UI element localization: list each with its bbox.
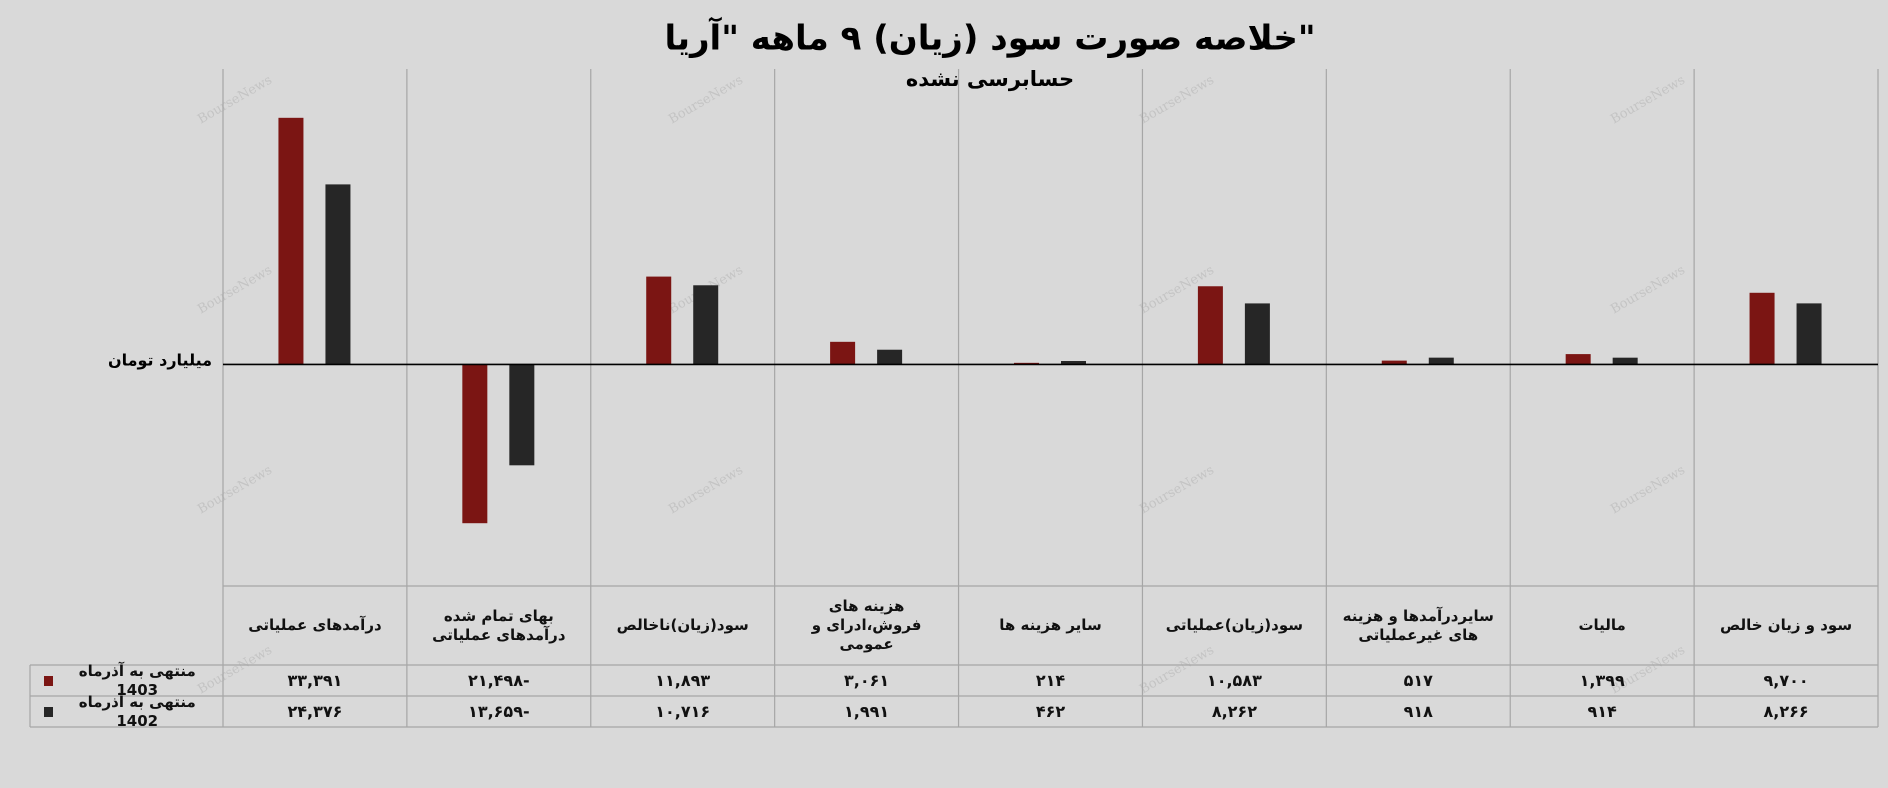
- bar: [462, 364, 488, 524]
- legend-entry: منتهی به آذرماه 1402: [30, 693, 223, 730]
- bar: [1381, 360, 1407, 365]
- bar: [325, 184, 351, 365]
- watermark: BourseNews: [1608, 73, 1688, 128]
- watermark: BourseNews: [1608, 463, 1688, 518]
- legend-label: منتهی به آذرماه 1402: [78, 692, 196, 730]
- data-table-value: ۸,۲۶۶: [1763, 701, 1809, 721]
- data-table-value: ۱۱,۸۹۳: [655, 670, 711, 690]
- bar: [830, 341, 856, 365]
- y-axis-label: میلیارد تومان: [108, 351, 212, 370]
- data-table-value: ۱۰,۵۸۳: [1206, 670, 1262, 690]
- bar: [646, 276, 672, 365]
- legend-entry: منتهی به آذرماه 1403: [30, 662, 223, 699]
- legend-swatch: [44, 675, 54, 686]
- data-table-value: ۳۳,۳۹۱: [287, 670, 343, 690]
- watermark: BourseNews: [1137, 463, 1217, 518]
- chart-subtitle: حسابرسی نشده: [906, 67, 1074, 91]
- bar: [1061, 361, 1086, 365]
- category-label: هزینه های فروش،ادرای و عمومی: [811, 597, 922, 653]
- category-label: بهای تمام شده درآمدهای عملیاتی: [432, 606, 566, 644]
- bar: [509, 364, 535, 466]
- bar: [693, 285, 719, 365]
- data-table-value: ۵۱۷: [1403, 670, 1433, 690]
- data-table-value: -۲۱,۴۹۸: [468, 670, 530, 690]
- category-label: سایردرآمدها و هزینه های غیرعملیاتی: [1342, 606, 1494, 644]
- watermark: BourseNews: [195, 73, 275, 128]
- data-table-value: ۲۱۴: [1035, 670, 1066, 690]
- watermark: BourseNews: [666, 463, 746, 518]
- watermark: BourseNews: [195, 263, 275, 318]
- chart-title: خلاصه صورت سود (زیان) ۹ ماهه "آریا": [664, 17, 1315, 59]
- data-table-value: -۱۳,۶۵۹: [468, 701, 530, 721]
- bar: [1749, 292, 1775, 365]
- bar: [1244, 303, 1270, 365]
- bar: [1612, 357, 1638, 365]
- category-label: مالیات: [1578, 616, 1626, 635]
- category-label: سایر هزینه ها: [999, 616, 1102, 635]
- category-label: سود(زیان)ناخالص: [616, 616, 749, 635]
- data-table-value: ۹,۷۰۰: [1763, 670, 1809, 690]
- bar: [278, 117, 304, 365]
- category-label: سود(زیان)عملیاتی: [1165, 616, 1304, 635]
- category-label: سود و زیان خالص: [1720, 616, 1853, 635]
- bar: [1428, 357, 1454, 365]
- data-table-value: ۱,۳۹۹: [1579, 670, 1625, 690]
- data-table-value: ۹۱۴: [1587, 701, 1617, 721]
- watermark: BourseNews: [1137, 73, 1217, 128]
- watermark: BourseNews: [666, 73, 746, 128]
- watermark: BourseNews: [1608, 263, 1688, 318]
- bar: [1197, 286, 1223, 365]
- data-table-value: ۴۶۲: [1035, 701, 1066, 721]
- data-table-value: ۳,۰۶۱: [844, 670, 890, 690]
- category-label: درآمدهای عملیاتی: [248, 616, 382, 635]
- bar: [877, 349, 903, 365]
- bar: [1796, 303, 1822, 365]
- data-table-value: ۲۴,۳۷۶: [287, 701, 343, 721]
- data-table-value: ۱۰,۷۱۶: [655, 701, 711, 721]
- legend-swatch: [44, 706, 54, 717]
- data-table-value: ۸,۲۶۲: [1211, 701, 1257, 721]
- data-table-value: ۹۱۸: [1403, 701, 1433, 721]
- bar: [1565, 354, 1591, 365]
- legend-label: منتهی به آذرماه 1403: [78, 661, 196, 699]
- watermark: BourseNews: [195, 463, 275, 518]
- data-table-value: ۱,۹۹۱: [844, 701, 890, 721]
